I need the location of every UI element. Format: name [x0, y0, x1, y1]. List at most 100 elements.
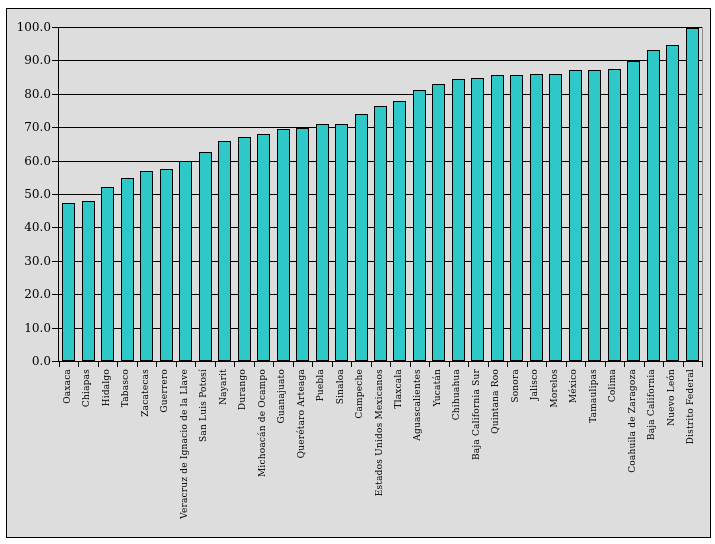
x-axis-category-label: Baja California Sur: [472, 369, 482, 461]
x-axis-category-label: Veracruz de Ignacio de la Llave: [180, 369, 190, 519]
bar: [218, 141, 231, 361]
bar: [82, 201, 95, 361]
x-axis-category-label: Hidalgo: [102, 369, 112, 407]
x-axis-tick: [488, 362, 489, 367]
bar: [530, 74, 543, 361]
bar: [62, 203, 75, 361]
y-axis-tick: [52, 94, 58, 95]
x-axis-category-label: Tabasco: [121, 369, 131, 408]
x-axis-category-label: Puebla: [316, 369, 326, 402]
y-axis-tick-label: 60.0: [24, 154, 51, 168]
x-axis-tick: [293, 362, 294, 367]
x-axis-tick: [449, 362, 450, 367]
bar: [355, 114, 368, 361]
y-axis-tick: [52, 227, 58, 228]
x-axis-category-label: Morelos: [550, 369, 560, 408]
y-axis-tick-label: 10.0: [24, 321, 51, 335]
x-axis-category-label: Baja California: [647, 369, 657, 441]
x-axis-category-label: Jalisco: [530, 369, 540, 401]
x-axis-tick: [351, 362, 352, 367]
x-axis-tick: [176, 362, 177, 367]
x-axis-tick: [546, 362, 547, 367]
x-axis-category-label: Chihuahua: [452, 369, 462, 421]
bar: [316, 124, 329, 361]
x-axis-category-label: México: [569, 369, 579, 404]
x-axis-category-label: Estados Unidos Mexicanos: [375, 369, 385, 497]
x-axis-tick: [98, 362, 99, 367]
bar: [491, 75, 504, 361]
y-axis-tick: [52, 294, 58, 295]
x-axis-category-label: Yucatán: [433, 369, 443, 407]
x-axis-tick: [683, 362, 684, 367]
x-axis-tick: [117, 362, 118, 367]
bar: [393, 101, 406, 361]
y-axis-tick-label: 40.0: [24, 220, 51, 234]
bar: [238, 137, 251, 361]
bar: [647, 50, 660, 361]
x-axis-tick: [371, 362, 372, 367]
y-axis-tick-label: 50.0: [24, 187, 51, 201]
bar: [101, 187, 114, 361]
y-axis-tick: [52, 27, 58, 28]
x-axis-tick: [585, 362, 586, 367]
bar: [413, 90, 426, 361]
x-axis-category-label: Oaxaca: [63, 369, 73, 404]
x-axis-tick: [702, 362, 703, 367]
bar: [432, 84, 445, 361]
x-axis-category-label: Michoacán de Ocampo: [258, 369, 268, 478]
gridline: [58, 60, 702, 61]
x-axis-tick: [254, 362, 255, 367]
x-axis: [58, 361, 703, 362]
y-axis-tick-label: 80.0: [24, 87, 51, 101]
y-axis-tick: [52, 127, 58, 128]
x-axis-tick: [624, 362, 625, 367]
y-axis-tick-label: 100.0: [16, 20, 51, 34]
bar: [627, 61, 640, 361]
bar: [335, 124, 348, 361]
x-axis-tick: [605, 362, 606, 367]
x-axis-category-label: San Luis Potosí: [199, 369, 209, 442]
plot-border-right: [702, 27, 703, 361]
x-axis-tick: [332, 362, 333, 367]
bar: [160, 169, 173, 361]
x-axis-category-label: Tamaulipas: [589, 369, 599, 423]
x-axis-category-label: Nuevo León: [667, 369, 677, 426]
x-axis-tick: [644, 362, 645, 367]
bar: [374, 106, 387, 361]
bar: [121, 178, 134, 361]
bar: [471, 78, 484, 361]
x-axis-category-label: Durango: [238, 369, 248, 411]
x-axis-category-label: Sinaloa: [336, 369, 346, 405]
x-axis-category-label: Querétaro Arteaga: [297, 369, 307, 459]
chart-frame: 0.0 10.0 20.0 30.0 40.0 50.0 60.0 70.0 80.0 90.0 1…: [6, 8, 711, 538]
bar: [257, 134, 270, 361]
x-axis-category-label: Zacatecas: [141, 369, 151, 417]
y-axis-tick-label: 70.0: [24, 120, 51, 134]
y-axis-tick: [52, 328, 58, 329]
y-axis-tick: [52, 194, 58, 195]
bar: [588, 70, 601, 361]
x-axis-category-label: Guanajuato: [277, 369, 287, 424]
x-axis-category-label: Nayarit: [219, 369, 229, 405]
bar: [140, 171, 153, 361]
y-axis-tick-label: 0.0: [31, 354, 51, 368]
bar: [510, 75, 523, 361]
x-axis-category-label: Colima: [608, 369, 618, 403]
x-axis-tick: [429, 362, 430, 367]
y-axis-tick: [52, 161, 58, 162]
x-axis-category-label: Chiapas: [82, 369, 92, 408]
x-axis-tick: [410, 362, 411, 367]
x-axis-tick: [507, 362, 508, 367]
x-axis-category-label: Coahuila de Zaragoza: [628, 369, 638, 473]
x-axis-tick: [566, 362, 567, 367]
x-axis-tick: [137, 362, 138, 367]
x-axis-tick: [215, 362, 216, 367]
bar: [296, 128, 309, 361]
y-axis-tick-label: 20.0: [24, 287, 51, 301]
y-axis-tick: [52, 261, 58, 262]
bar: [608, 69, 621, 361]
x-axis-category-label: Distrito Federal: [686, 369, 696, 445]
bar: [666, 45, 679, 361]
x-axis-category-label: Guerrero: [160, 369, 170, 413]
x-axis-tick: [59, 362, 60, 367]
